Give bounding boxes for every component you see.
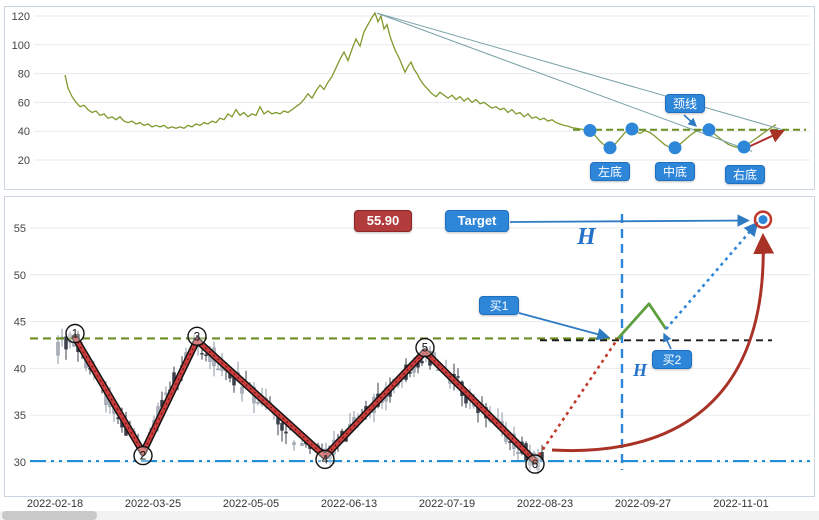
y-tick-label: 50 [14,270,26,282]
right-bottom-annotation[interactable]: 右底 [725,165,765,184]
y-tick-label: 45 [14,317,26,329]
y-tick-label: 40 [18,126,30,138]
x-tick-label: 2022-11-01 [713,498,768,510]
target-button[interactable]: Target [445,210,509,232]
horizontal-scrollbar[interactable] [0,511,819,520]
svg-text:1: 1 [72,329,78,341]
breakout-arrow-top [745,129,785,149]
y-tick-label: 40 [14,363,26,375]
height-symbol-upper: H [577,224,596,250]
projection-green [616,302,668,340]
scrollbar-thumb[interactable] [2,511,97,520]
svg-text:6: 6 [532,459,538,471]
neckline-arrow [683,114,697,127]
y-tick-label: 60 [18,97,30,109]
y-tick-label: 30 [14,457,26,469]
svg-text:5: 5 [422,343,428,355]
x-tick-label: 2022-05-05 [223,498,279,510]
buy1-annotation[interactable]: 买1 [479,296,519,315]
buy1-arrow [518,312,610,341]
x-tick-label: 2022-03-25 [125,498,181,510]
buy2-annotation[interactable]: 买2 [652,350,692,369]
height-symbol-lower: H [633,360,648,380]
trendline-2 [376,12,753,152]
y-tick-label: 80 [18,69,30,81]
y-tick-label: 100 [12,40,30,52]
svg-text:3: 3 [194,331,200,343]
target-point[interactable] [758,215,768,225]
bottom-panel [4,196,815,497]
y-tick-label: 35 [14,410,26,422]
left-bottom-annotation[interactable]: 左底 [590,162,630,181]
trendline-1 [376,12,784,131]
y-tick-label: 55 [14,223,26,235]
middle-bottom-annotation[interactable]: 中底 [655,162,695,181]
x-tick-label: 2022-07-19 [419,498,475,510]
y-tick-label: 120 [12,11,30,23]
x-tick-label: 2022-09-27 [615,498,671,510]
svg-text:4: 4 [322,454,329,466]
x-tick-label: 2022-02-18 [27,498,83,510]
pattern-dots [583,122,751,155]
projection-blue-dotted [665,221,759,330]
svg-text:2: 2 [140,451,146,463]
x-tick-label: 2022-06-13 [321,498,377,510]
y-tick-label: 20 [18,155,30,167]
price-target-label[interactable]: 55.90 [354,210,412,232]
pivot-numbers: 1 2 3 4 5 6 [65,323,545,474]
target-arrow [509,214,750,227]
buy2-arrow [663,332,672,350]
target-curve-arrow [551,232,775,452]
target-point-ring [753,210,773,229]
x-tick-label: 2022-08-23 [517,498,573,510]
neckline-annotation[interactable]: 颈线 [665,94,705,113]
top-axis: 20 40 60 80 100 120 [12,11,810,167]
zigzag-dots [74,337,536,462]
